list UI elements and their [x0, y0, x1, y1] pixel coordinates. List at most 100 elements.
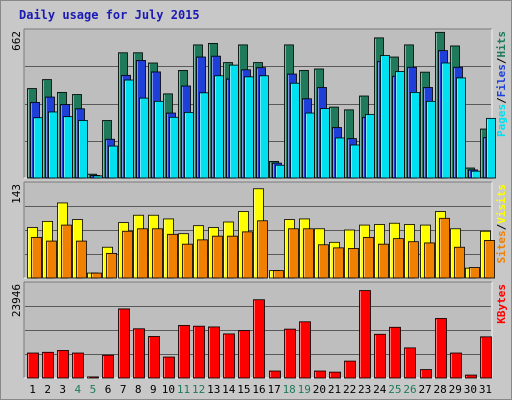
- bar-sites-day-13: [212, 235, 223, 279]
- bar-kbytes-day-2: [42, 351, 54, 379]
- bar-sites-day-25: [393, 238, 404, 279]
- bar-sites-day-31: [484, 240, 495, 279]
- bar-kbytes-day-6: [102, 354, 114, 379]
- bar-sites-day-28: [439, 217, 450, 279]
- x-tick-label-day-21: 21: [328, 383, 341, 396]
- bar-kbytes-day-26: [404, 347, 416, 379]
- x-tick-label-day-5: 5: [90, 383, 97, 396]
- bar-sites-day-4: [76, 240, 87, 279]
- bar-sites-day-29: [454, 246, 465, 279]
- bar-sites-day-22: [348, 248, 359, 279]
- bar-pages-day-29: [456, 77, 466, 179]
- bar-kbytes-day-22: [344, 360, 356, 379]
- bar-kbytes-day-21: [329, 371, 341, 379]
- bar-sites-day-24: [378, 243, 389, 279]
- x-tick-label-day-19: 19: [298, 383, 311, 396]
- legend-entry-files: Files: [495, 64, 508, 97]
- x-tick-label-day-31: 31: [479, 383, 492, 396]
- bar-sites-day-18: [288, 228, 299, 279]
- bar-kbytes-day-30: [465, 374, 477, 379]
- bar-sites-day-8: [137, 228, 148, 279]
- y-max-label-kbytes: 23946: [10, 284, 23, 317]
- x-tick-label-day-17: 17: [267, 383, 280, 396]
- x-tick-label-day-30: 30: [464, 383, 477, 396]
- bar-kbytes-day-19: [299, 321, 311, 379]
- bar-sites-day-20: [318, 244, 329, 279]
- bar-kbytes-day-7: [118, 308, 130, 379]
- bar-sites-day-30: [469, 267, 480, 279]
- x-tick-label-day-26: 26: [403, 383, 416, 396]
- legend-separator: /: [495, 223, 508, 230]
- bar-kbytes-day-24: [374, 333, 386, 379]
- bar-pages-day-16: [259, 75, 269, 179]
- x-tick-label-day-2: 2: [44, 383, 51, 396]
- bar-pages-day-26: [410, 91, 420, 179]
- bar-kbytes-day-18: [284, 328, 296, 379]
- x-tick-label-day-16: 16: [252, 383, 265, 396]
- bar-kbytes-day-16: [253, 299, 265, 379]
- bar-sites-day-26: [408, 241, 419, 279]
- bar-kbytes-day-28: [435, 318, 447, 379]
- x-tick-label-day-13: 13: [207, 383, 220, 396]
- x-tick-label-day-18: 18: [283, 383, 296, 396]
- x-tick-label-day-29: 29: [449, 383, 462, 396]
- bar-kbytes-day-10: [163, 356, 175, 379]
- bar-kbytes-day-13: [208, 326, 220, 379]
- y-max-label-hits: 662: [10, 31, 23, 51]
- bar-sites-day-9: [152, 228, 163, 279]
- legend-separator: /: [495, 97, 508, 104]
- legend-hits: Pages/Files/Hits: [495, 31, 508, 137]
- bar-sites-day-16: [257, 220, 268, 279]
- x-tick-label-day-11: 11: [177, 383, 190, 396]
- bar-kbytes-day-17: [269, 370, 281, 379]
- bar-sites-day-10: [167, 233, 178, 279]
- bar-kbytes-day-11: [178, 325, 190, 379]
- bar-sites-day-19: [303, 228, 314, 279]
- bar-kbytes-day-20: [314, 370, 326, 379]
- legend-visits: Sites/Visits: [495, 184, 508, 264]
- x-tick-label-day-4: 4: [75, 383, 82, 396]
- bar-kbytes-day-27: [420, 369, 432, 379]
- bar-kbytes-day-3: [57, 350, 69, 379]
- bar-sites-day-3: [61, 224, 72, 279]
- bar-kbytes-day-5: [87, 376, 99, 379]
- x-tick-label-day-24: 24: [373, 383, 387, 396]
- bar-kbytes-day-31: [480, 336, 492, 379]
- legend-kbytes: KBytes: [495, 284, 508, 324]
- x-tick-label-day-22: 22: [343, 383, 356, 396]
- bar-sites-day-7: [122, 230, 133, 279]
- x-tick-label-day-7: 7: [120, 383, 127, 396]
- bar-sites-day-23: [363, 236, 374, 279]
- bar-sites-day-15: [242, 231, 253, 279]
- legend-entry-pages: Pages: [495, 104, 508, 137]
- bar-kbytes-day-15: [238, 330, 250, 379]
- bar-sites-day-5: [91, 272, 102, 279]
- bar-sites-day-12: [197, 239, 208, 279]
- x-tick-label-day-23: 23: [358, 383, 371, 396]
- bar-sites-day-6: [106, 252, 117, 279]
- bar-kbytes-day-14: [223, 333, 235, 379]
- x-tick-label-day-9: 9: [150, 383, 157, 396]
- bar-kbytes-day-8: [133, 328, 145, 379]
- x-tick-label-day-27: 27: [418, 383, 431, 396]
- bar-kbytes-day-1: [27, 352, 39, 379]
- bar-sites-day-27: [424, 242, 435, 279]
- x-tick-label-day-15: 15: [237, 383, 250, 396]
- bar-sites-day-14: [227, 235, 238, 279]
- bar-sites-day-11: [182, 243, 193, 279]
- x-tick-label-day-12: 12: [192, 383, 205, 396]
- bar-pages-day-4: [78, 120, 88, 179]
- x-tick-label-day-14: 14: [222, 383, 236, 396]
- bar-kbytes-day-4: [72, 352, 84, 379]
- x-tick-label-day-8: 8: [135, 383, 142, 396]
- bar-kbytes-day-25: [389, 326, 401, 379]
- bar-sites-day-17: [273, 270, 284, 279]
- legend-entry-kbytes: KBytes: [495, 284, 508, 324]
- chart-title: Daily usage for July 2015: [19, 8, 200, 22]
- y-max-label-visits: 143: [10, 184, 23, 204]
- x-tick-label-day-20: 20: [313, 383, 326, 396]
- bar-kbytes-day-23: [359, 290, 371, 379]
- x-tick-label-day-10: 10: [162, 383, 175, 396]
